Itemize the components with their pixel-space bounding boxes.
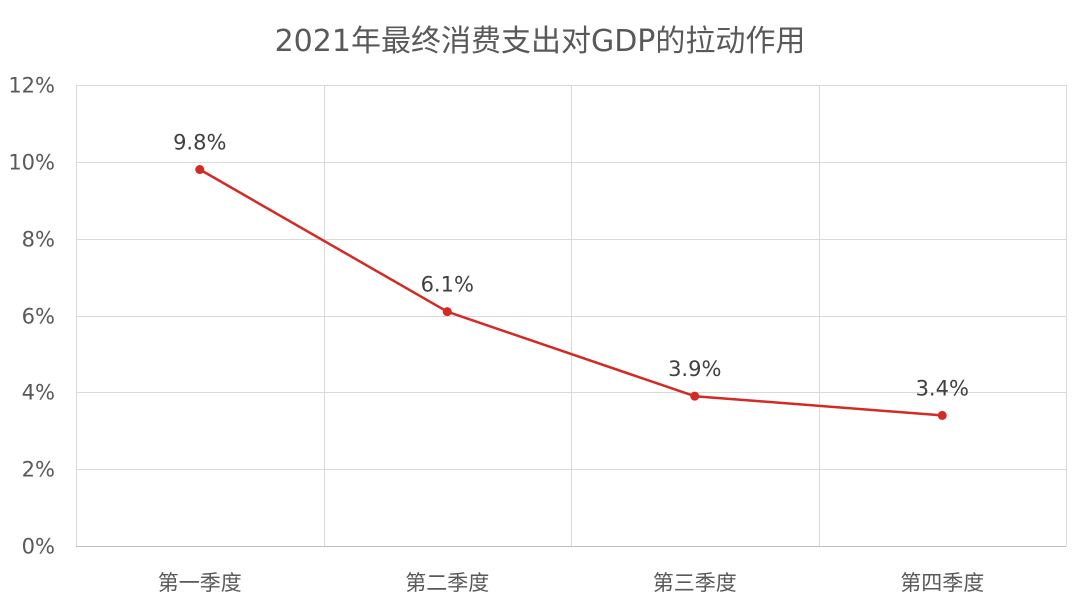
data-point [442, 307, 452, 317]
chart-title: 2021年最终消费支出对GDP的拉动作用 [274, 24, 806, 59]
gridlines [76, 85, 1067, 547]
y-tick-label: 6% [22, 305, 55, 329]
data-point [195, 165, 205, 175]
data-labels: 9.8% 6.1% 3.9% 3.4% [173, 131, 969, 401]
y-tick-label: 2% [22, 458, 55, 482]
y-tick-label: 12% [8, 74, 55, 98]
data-label: 3.4% [916, 376, 969, 400]
y-tick-label: 10% [8, 151, 55, 175]
data-label: 9.8% [173, 131, 226, 155]
y-tick-label: 0% [22, 535, 55, 559]
x-tick-label: 第四季度 [900, 571, 984, 595]
series-line [198, 168, 944, 417]
x-tick-label: 第二季度 [405, 571, 489, 595]
data-point [690, 391, 700, 401]
x-tick-label: 第一季度 [158, 571, 242, 595]
data-label: 6.1% [421, 273, 474, 297]
axes: 0% 2% 4% 6% 8% 10% 12% 第一季度 第二季度 第三季度 第四季度 [8, 74, 984, 596]
x-tick-label: 第三季度 [653, 571, 737, 595]
data-point [937, 410, 947, 420]
y-tick-label: 8% [22, 228, 55, 252]
y-tick-label: 4% [22, 381, 55, 405]
data-label: 3.9% [668, 357, 721, 381]
series-layer [195, 165, 947, 420]
